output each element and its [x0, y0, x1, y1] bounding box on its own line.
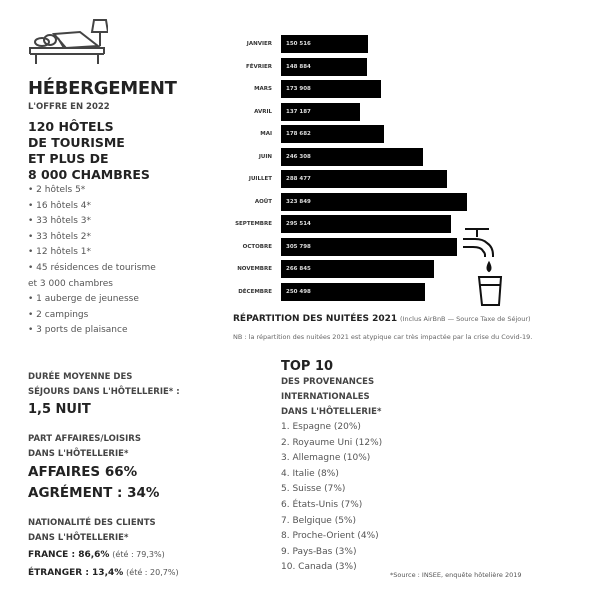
part-label: PART AFFAIRES/LOISIRS: [28, 434, 141, 444]
top10-subtitle: DES PROVENANCES: [281, 377, 375, 387]
list-item: 3. Allemagne (10%): [281, 453, 371, 464]
bar-value-label: 148 884: [286, 63, 311, 70]
bar-value-label: 178 682: [286, 131, 311, 137]
list-item: 2. Royaume Uni (12%): [281, 437, 383, 448]
list-item: • 3 ports de plaisance: [28, 325, 128, 336]
part-label: DANS L'HÔTELLERIE*: [28, 449, 129, 459]
faucet-icon: [463, 228, 503, 306]
bar-value-label: 266 845: [286, 266, 311, 272]
subtitle: L'OFFRE EN 2022: [28, 102, 110, 112]
duree-label: SÉJOURS DANS L'HÔTELLERIE* :: [28, 387, 180, 397]
list-item: 5. Suisse (7%): [281, 484, 346, 495]
list-item: 1. Espagne (20%): [281, 422, 361, 432]
chart-title-note: (Inclus AirBnB — Source Taxe de Séjour): [400, 315, 531, 323]
top10-section: TOP 10 DES PROVENANCES INTERNATIONALES D…: [281, 359, 382, 576]
month-label: JUIN: [258, 153, 272, 160]
list-item: • 1 auberge de jeunesse: [28, 294, 139, 305]
etranger-value: ÉTRANGER : 13,4%: [28, 568, 124, 578]
chart-note: NB : la répartition des nuitées 2021 est…: [233, 333, 533, 341]
list-item: • 16 hôtels 4*: [28, 200, 92, 211]
list-item: 10. Canada (3%): [281, 562, 357, 573]
bar-value-label: 246 308: [286, 153, 311, 160]
list-item: • 12 hôtels 1*: [28, 247, 92, 258]
bar-value-label: 250 498: [286, 288, 311, 295]
top10-subtitle: INTERNATIONALES: [281, 392, 370, 402]
bar-value-label: 305 798: [286, 243, 311, 250]
part-section: PART AFFAIRES/LOISIRS DANS L'HÔTELLERIE*…: [28, 432, 159, 504]
bar-value-label: 173 908: [286, 86, 311, 92]
bar: 323 849: [281, 192, 468, 211]
france-ete: (été : 79,3%): [112, 550, 165, 559]
affaires-value: AFFAIRES 66%: [28, 464, 138, 480]
top10-title: TOP 10: [281, 359, 334, 374]
bar-value-label: 323 849: [286, 198, 311, 205]
offer-list: • 2 hôtels 5* • 16 hôtels 4* • 33 hôtels…: [28, 183, 156, 339]
list-item: 6. États-Unis (7%): [281, 499, 363, 510]
bar-value-label: 295 514: [286, 221, 311, 227]
month-label: OCTOBRE: [242, 243, 272, 250]
list-item: 8. Proche-Orient (4%): [281, 531, 379, 542]
bed-icon: [29, 19, 108, 64]
bar-value-label: 288 477: [286, 176, 311, 182]
list-item: • 2 campings: [28, 309, 89, 320]
nationalite-label: DANS L'HÔTELLERIE*: [28, 533, 129, 543]
list-item: • 33 hôtels 3*: [28, 216, 92, 227]
bar: 266 845: [281, 260, 435, 278]
list-item: et 3 000 chambres: [28, 278, 113, 289]
chart-title: RÉPARTITION DES NUITÉES 2021: [233, 314, 398, 324]
month-label: JUILLET: [248, 176, 272, 182]
month-label: NOVEMBRE: [237, 266, 272, 272]
bar: 173 908: [281, 80, 381, 98]
bar: 305 798: [281, 237, 457, 256]
list-item: • 45 résidences de tourisme: [28, 262, 156, 273]
duree-label: DURÉE MOYENNE DES: [28, 372, 133, 382]
headline-line: 8 000 CHAMBRES: [28, 167, 150, 182]
bar: 250 498: [281, 282, 426, 301]
bar: 288 477: [281, 170, 447, 188]
list-item: • 2 hôtels 5*: [28, 185, 86, 195]
section-title: HÉBERGEMENT: [28, 78, 177, 99]
nationalite-label: NATIONALITÉ DES CLIENTS: [28, 518, 156, 528]
france-value: FRANCE : 86,6%: [28, 550, 110, 560]
bar-value-label: 150 516: [286, 41, 311, 47]
list-item: 7. Belgique (5%): [281, 515, 356, 526]
bar-value-label: 137 187: [286, 108, 311, 115]
top10-subtitle: DANS L'HÔTELLERIE*: [281, 407, 382, 417]
bar: 246 308: [281, 147, 423, 166]
nationalite-section: NATIONALITÉ DES CLIENTS DANS L'HÔTELLERI…: [28, 516, 179, 582]
bar: 150 516: [281, 35, 368, 53]
chart-caption: RÉPARTITION DES NUITÉES 2021 (Inclus Air…: [233, 314, 531, 324]
source-note: *Source : INSEE, enquête hôtelière 2019: [390, 571, 522, 579]
month-label: AVRIL: [254, 108, 272, 115]
headline: 120 HÔTELS DE TOURISME ET PLUS DE 8 000 …: [28, 119, 150, 183]
bar: 178 682: [281, 125, 384, 143]
agrement-value: AGRÉMENT : 34%: [28, 485, 160, 501]
month-label: MARS: [254, 86, 272, 92]
headline-line: ET PLUS DE: [28, 151, 109, 166]
list-item: 9. Pays-Bas (3%): [281, 546, 357, 557]
etranger-ete: (été : 20,7%): [126, 568, 179, 577]
headline-line: DE TOURISME: [28, 135, 125, 150]
list-item: • 33 hôtels 2*: [28, 231, 92, 242]
month-label: FÉVRIER: [245, 63, 272, 70]
duree-section: DURÉE MOYENNE DES SÉJOURS DANS L'HÔTELLE…: [28, 370, 180, 420]
month-label: JANVIER: [246, 41, 272, 47]
bar: 137 187: [281, 102, 360, 121]
bar: 295 514: [281, 215, 451, 233]
duree-value: 1,5 NUIT: [28, 402, 91, 417]
headline-line: 120 HÔTELS: [28, 119, 114, 134]
month-label: DÉCEMBRE: [238, 288, 272, 295]
month-label: AOÛT: [254, 198, 272, 205]
bar: 148 884: [281, 57, 367, 76]
list-item: 4. Italie (8%): [281, 468, 339, 479]
month-label: MAI: [260, 131, 272, 137]
month-label: SEPTEMBRE: [235, 221, 272, 227]
